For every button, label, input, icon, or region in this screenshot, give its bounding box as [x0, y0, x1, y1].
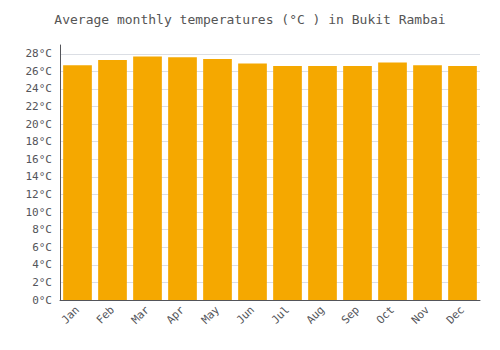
svg-text:18°C: 18°C: [26, 135, 53, 148]
svg-text:Average monthly temperatures (: Average monthly temperatures (°C ) in Bu…: [54, 12, 445, 27]
svg-text:Mar: Mar: [129, 303, 152, 326]
svg-text:2°C: 2°C: [32, 276, 52, 289]
svg-text:6°C: 6°C: [32, 241, 52, 254]
svg-text:Aug: Aug: [304, 303, 327, 326]
svg-text:Jun: Jun: [234, 303, 257, 326]
svg-text:0°C: 0°C: [32, 294, 52, 307]
svg-text:Nov: Nov: [409, 303, 432, 326]
svg-text:20°C: 20°C: [26, 118, 53, 131]
svg-text:Jul: Jul: [269, 303, 292, 326]
svg-text:Jan: Jan: [59, 303, 82, 326]
svg-text:22°C: 22°C: [26, 100, 53, 113]
svg-text:4°C: 4°C: [32, 258, 52, 271]
svg-text:12°C: 12°C: [26, 188, 53, 201]
svg-text:Sep: Sep: [339, 303, 362, 326]
svg-text:Apr: Apr: [164, 303, 187, 326]
svg-text:Dec: Dec: [444, 303, 467, 326]
svg-text:8°C: 8°C: [32, 223, 52, 236]
svg-text:14°C: 14°C: [26, 170, 53, 183]
svg-text:May: May: [199, 303, 222, 326]
svg-text:26°C: 26°C: [26, 65, 53, 78]
svg-text:28°C: 28°C: [26, 47, 53, 60]
svg-text:24°C: 24°C: [26, 82, 53, 95]
svg-text:16°C: 16°C: [26, 153, 53, 166]
svg-text:Oct: Oct: [374, 303, 397, 326]
svg-text:10°C: 10°C: [26, 206, 53, 219]
svg-text:Feb: Feb: [94, 303, 117, 326]
